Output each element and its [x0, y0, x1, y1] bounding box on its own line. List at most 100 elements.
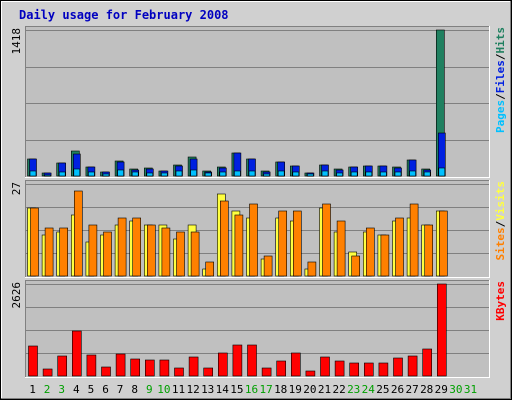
bar-kbytes-day-26 [393, 357, 403, 377]
legend-separator: / [494, 93, 507, 100]
bar-pages-day-2 [44, 174, 51, 177]
bar-sites-day-29 [438, 210, 448, 277]
bar-kbytes-day-19 [290, 352, 301, 377]
day-label-23: 23 [347, 383, 360, 396]
day-label-8: 8 [131, 383, 138, 396]
day-label-4: 4 [73, 383, 80, 396]
y-max-label: 1418 [10, 28, 23, 55]
y-max-label: 2626 [10, 282, 23, 309]
bar-sites-day-14 [220, 200, 229, 277]
bar-sites-day-18 [278, 210, 288, 277]
day-label-18: 18 [274, 383, 287, 396]
bar-kbytes-day-20 [305, 370, 316, 377]
bar-kbytes-day-15 [232, 344, 243, 377]
bar-kbytes-day-25 [378, 362, 389, 377]
panel-background [25, 26, 490, 178]
legend-kbytes: KBytes [494, 281, 507, 321]
bar-sites-day-22 [336, 220, 346, 277]
day-label-14: 14 [216, 383, 230, 396]
bar-pages-day-4 [73, 168, 81, 177]
day-label-30: 30 [449, 383, 462, 396]
day-label-21: 21 [318, 383, 331, 396]
bar-sites-day-3 [59, 227, 69, 277]
day-label-13: 13 [201, 383, 214, 396]
bar-sites-day-26 [395, 217, 404, 277]
day-label-7: 7 [117, 383, 124, 396]
bar-kbytes-day-9 [145, 359, 155, 377]
day-label-16: 16 [245, 383, 258, 396]
series-pages [29, 167, 446, 177]
bar-pages-day-17 [263, 173, 270, 177]
day-label-29: 29 [435, 383, 448, 396]
bar-sites-day-12 [190, 231, 200, 277]
bar-sites-day-13 [205, 261, 214, 277]
day-label-2: 2 [44, 383, 51, 396]
legend-separator: / [494, 53, 507, 60]
series-sites [30, 190, 448, 277]
bar-sites-day-23 [351, 255, 361, 277]
bar-pages-day-10 [161, 172, 168, 177]
bar-sites-day-20 [307, 261, 317, 277]
chart-title: Daily usage for February 2008 [19, 8, 229, 22]
bar-sites-day-5 [88, 224, 98, 277]
series-kbytes [28, 283, 447, 377]
bar-kbytes-day-8 [130, 358, 140, 377]
bar-pages-day-24 [365, 171, 373, 177]
legend: Pages/Files/Hits [494, 27, 507, 133]
bar-kbytes-day-3 [57, 355, 68, 377]
bar-sites-day-27 [409, 203, 419, 277]
bar-pages-day-8 [131, 171, 139, 177]
legend-separator: / [494, 220, 507, 227]
bar-sites-day-1 [30, 207, 39, 277]
bar-pages-day-11 [175, 170, 183, 177]
day-label-24: 24 [362, 383, 376, 396]
bar-kbytes-day-7 [115, 353, 126, 377]
day-label-1: 1 [29, 383, 36, 396]
bar-kbytes-day-5 [86, 354, 97, 377]
bar-pages-day-18 [277, 170, 285, 177]
bar-pages-day-22 [336, 172, 343, 177]
bar-kbytes-day-14 [218, 352, 228, 377]
bar-pages-day-16 [248, 170, 256, 177]
bar-pages-day-7 [117, 169, 124, 177]
bar-kbytes-day-4 [72, 330, 82, 377]
bar-kbytes-day-13 [203, 367, 213, 377]
day-label-6: 6 [102, 383, 109, 396]
bar-sites-day-17 [263, 255, 273, 277]
day-label-22: 22 [332, 383, 345, 396]
day-label-25: 25 [376, 383, 389, 396]
legend: Sites/Visits [494, 181, 507, 261]
bar-kbytes-day-17 [261, 367, 272, 377]
bar-kbytes-day-2 [42, 368, 53, 377]
bar-sites-day-15 [234, 214, 244, 277]
bar-kbytes-day-18 [276, 360, 287, 377]
bar-pages-day-15 [234, 170, 241, 177]
x-axis-day-labels: 1 2 3 4 5 6 7 8 9 10 11 12 13 14 15 16 17 18 19 20 21 22 23 24 2… [29, 383, 477, 396]
day-label-15: 15 [230, 383, 243, 396]
bar-sites-day-24 [365, 227, 375, 277]
bar-pages-day-23 [350, 171, 358, 177]
bar-kbytes-day-28 [422, 348, 433, 377]
bar-sites-day-10 [161, 227, 171, 277]
bar-sites-day-6 [103, 231, 112, 277]
bar-kbytes-day-12 [188, 356, 199, 377]
day-label-19: 19 [289, 383, 302, 396]
bar-pages-day-3 [58, 171, 66, 177]
bar-pages-day-26 [394, 171, 402, 177]
day-label-11: 11 [172, 383, 185, 396]
bar-kbytes-day-16 [247, 344, 257, 377]
bar-kbytes-day-27 [407, 355, 418, 377]
day-label-10: 10 [157, 383, 170, 396]
bar-sites-day-7 [117, 217, 127, 277]
bar-sites-day-25 [380, 234, 390, 277]
day-label-3: 3 [58, 383, 65, 396]
bar-sites-day-9 [147, 224, 156, 277]
bar-sites-day-21 [322, 203, 331, 277]
legend: KBytes [494, 281, 507, 321]
panel-3: 2626 KBytes [10, 280, 507, 378]
day-label-27: 27 [405, 383, 418, 396]
day-label-12: 12 [186, 383, 199, 396]
bar-kbytes-day-6 [101, 366, 111, 377]
bar-kbytes-day-22 [334, 360, 345, 377]
